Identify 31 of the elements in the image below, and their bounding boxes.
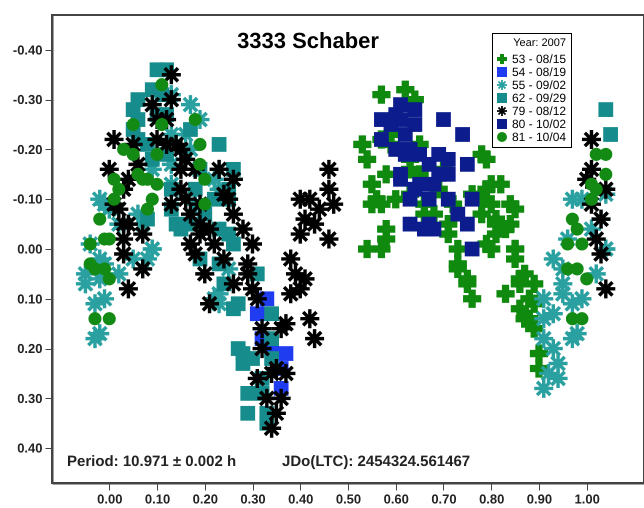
y-tick-label: 0.30 xyxy=(17,390,42,406)
legend-label: 62 - 09/29 xyxy=(512,91,566,105)
y-tick-label: 0.10 xyxy=(17,291,42,306)
x-tick-label: 0.40 xyxy=(288,492,314,506)
y-tick-label: 0.00 xyxy=(17,242,42,256)
x-tick-label: 0.00 xyxy=(97,492,122,506)
y-tick-label: 0.20 xyxy=(17,341,42,356)
legend-label: 80 - 10/02 xyxy=(512,117,566,131)
y-tick-label: -0.20 xyxy=(12,142,42,157)
legend-label: 81 - 10/04 xyxy=(512,130,566,144)
legend-label: 55 - 09/02 xyxy=(512,78,566,92)
x-tick-label: 1.00 xyxy=(574,492,600,506)
x-tick-label: 0.70 xyxy=(431,492,457,506)
annotation: Period: 10.971 ± 0.002 h xyxy=(67,453,236,470)
x-tick-label: 0.60 xyxy=(384,492,409,506)
legend-title: Year: 2007 xyxy=(513,37,566,49)
annotation: JDo(LTC): 2454324.561467 xyxy=(282,453,470,470)
x-tick-label: 0.10 xyxy=(144,492,170,506)
text: 3333 Schaber xyxy=(237,28,380,53)
x-tick-label: 0.20 xyxy=(192,492,218,506)
y-tick-label: -0.10 xyxy=(12,192,42,207)
y-tick-label: 0.40 xyxy=(17,440,42,456)
legend-label: 53 - 08/15 xyxy=(512,52,566,66)
x-tick-label: 0.90 xyxy=(526,492,552,506)
x-tick-label: 0.30 xyxy=(240,492,266,506)
x-tick-label: 0.80 xyxy=(479,492,504,506)
y-tick-label: -0.30 xyxy=(12,92,42,108)
y-tick-label: -0.40 xyxy=(12,42,42,58)
legend-label: 79 - 08/12 xyxy=(512,104,566,118)
legend-label: 54 - 08/19 xyxy=(512,65,566,79)
x-tick-label: 0.50 xyxy=(336,492,362,506)
